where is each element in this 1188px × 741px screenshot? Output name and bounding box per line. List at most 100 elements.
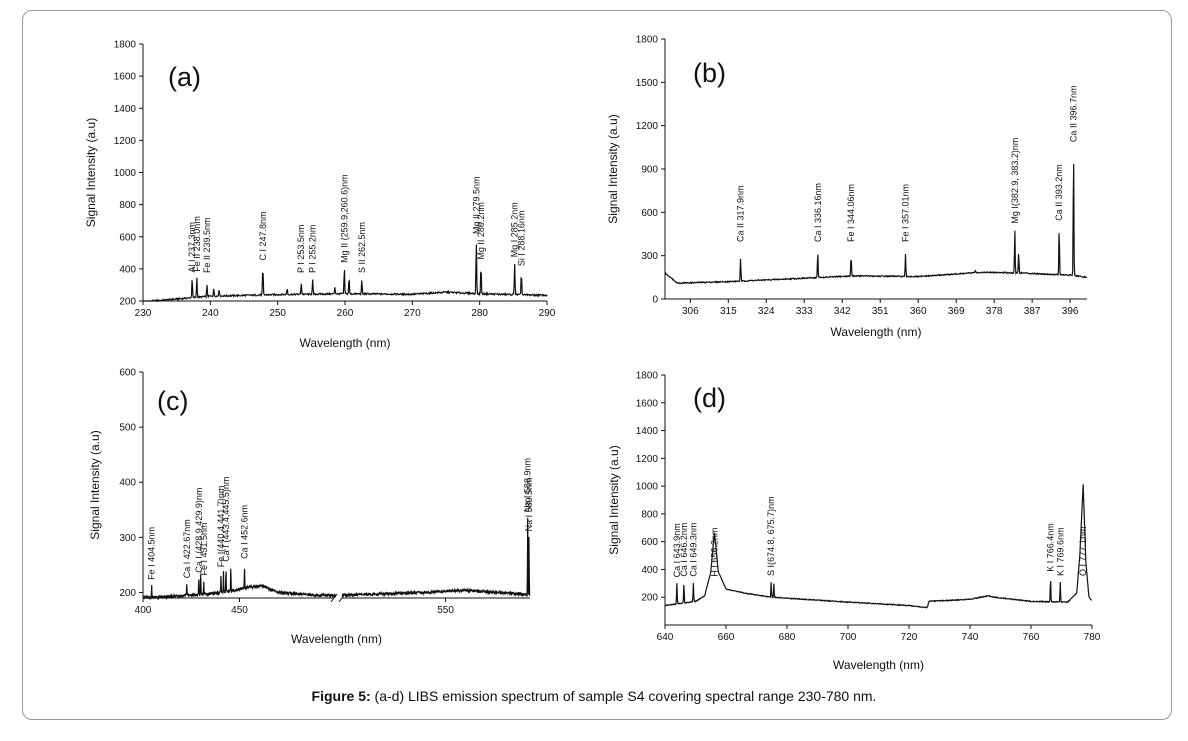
y-tick-label: 1600 <box>114 72 137 83</box>
x-tick-label: 250 <box>269 308 286 319</box>
y-tick-label: 0 <box>652 295 658 306</box>
peak-annotation: Fe II 238.0nm <box>192 216 202 272</box>
x-tick-label: 780 <box>1084 632 1101 643</box>
peak-annotation: Si I 288.16nm <box>516 211 526 267</box>
peak-annotation: Na I 589.5nm <box>524 477 534 531</box>
x-tick-label: 387 <box>1024 306 1041 317</box>
peak-annotation: Ca II 396.7nm <box>1068 86 1078 143</box>
y-tick-label: 1000 <box>114 168 137 179</box>
y-tick-label: 600 <box>119 368 136 379</box>
x-tick-label: 270 <box>404 308 421 319</box>
y-tick-label: 600 <box>641 537 658 548</box>
peak-annotation: Fe I(440.4,441.7)nm <box>216 486 226 568</box>
peak-annotation: Mg II (259.9,260.6)nm <box>339 174 349 263</box>
y-tick-label: 900 <box>641 165 658 176</box>
peak-annotation: Ca II 393.2nm <box>1054 164 1064 221</box>
y-tick-label: 800 <box>119 200 136 211</box>
peak-annotation: Ca I 422.67nm <box>182 519 192 578</box>
x-axis-label: Wavelength (nm) <box>300 336 391 350</box>
peak-annotation: Ca I 649.3nm <box>688 523 698 577</box>
chart-panel-a: 200 400 600 800 1000 1200 1400 1600 1800 230 240 25… <box>84 40 556 351</box>
y-tick-label: 600 <box>119 232 136 243</box>
y-tick-label: 1200 <box>636 121 659 132</box>
peak-annotation: P I 253.5nm <box>296 225 306 273</box>
x-tick-label: 290 <box>539 308 556 319</box>
peak-annotation: Ca I (443.4,445.5)nm <box>221 477 231 562</box>
x-tick-label: 351 <box>872 306 889 317</box>
y-tick-label: 300 <box>641 251 658 262</box>
x-tick-label: 360 <box>910 306 927 317</box>
x-tick-label: 396 <box>1062 306 1079 317</box>
peak-annotation: Mg II 280.2nm <box>476 202 486 260</box>
x-tick-label: 720 <box>901 632 918 643</box>
y-axis-label: Signal Intensity (a.u) <box>606 114 620 223</box>
y-tick-label: 200 <box>119 297 136 308</box>
peak-annotation: Ca I 452.6nm <box>240 505 250 559</box>
x-axis-label: Wavelength (nm) <box>291 632 382 646</box>
spectrum-line <box>143 244 548 303</box>
peak-annotation: Ca II 317.9nm <box>736 185 746 242</box>
axis-break-mark <box>330 593 338 603</box>
x-tick-label: 760 <box>1023 632 1040 643</box>
y-tick-label: 400 <box>119 264 136 275</box>
y-tick-label: 1200 <box>636 454 659 465</box>
x-tick-label: 240 <box>202 308 219 319</box>
peak-annotation: P I 255.2nm <box>308 225 318 273</box>
y-axis-label: Signal Intensity (a.u) <box>607 445 621 554</box>
x-tick-label: 640 <box>657 632 674 643</box>
peak-annotation: Fe I 357.01nm <box>901 184 911 242</box>
peak-annotation: Ca I 336.16nm <box>813 183 823 242</box>
peak-annotation: Ca I 646.2nm <box>679 523 689 577</box>
peak-annotation: H I 656.2nm <box>709 528 719 577</box>
x-axis-label: Wavelength (nm) <box>831 325 922 339</box>
peak-annotation: Al I 237.3nm <box>187 222 197 273</box>
peak-annotation: Fe I 344.06nm <box>846 184 856 242</box>
peak-annotation: Na I 588.9nm <box>523 458 533 512</box>
peak-annotation: O I 777.1nm <box>1078 526 1088 576</box>
y-tick-label: 1600 <box>636 398 659 409</box>
peak-annotation: Fe I 404.5nm <box>147 527 157 580</box>
y-tick-label: 1800 <box>114 40 137 51</box>
peak-annotation: C I 247.8nm <box>258 211 268 260</box>
chart-panel-c: 200 300 400 500 600 400 450 550 Wavelength (nm) S… <box>88 368 534 647</box>
spectrum-line <box>142 568 337 601</box>
x-tick-label: 315 <box>720 306 737 317</box>
peak-annotation: Ca I (428.9,429.9)nm <box>194 488 204 573</box>
y-tick-label: 500 <box>119 423 136 434</box>
y-tick-label: 400 <box>119 478 136 489</box>
peak-annotation: K I 766.4nm <box>1046 523 1056 572</box>
spectrum-line <box>664 484 1093 609</box>
y-tick-label: 1800 <box>636 35 659 46</box>
spectrum-line <box>664 163 1088 285</box>
y-tick-label: 1400 <box>636 426 659 437</box>
x-tick-label: 324 <box>758 306 775 317</box>
peak-annotation: Ca I 643.9nm <box>672 523 682 577</box>
figure-caption: Figure 5: (a-d) LIBS emission spectrum o… <box>0 688 1188 704</box>
x-tick-label: 306 <box>682 306 699 317</box>
x-tick-label: 740 <box>962 632 979 643</box>
y-tick-label: 1400 <box>114 104 137 115</box>
x-tick-label: 280 <box>471 308 488 319</box>
y-tick-label: 600 <box>641 208 658 219</box>
y-tick-label: 200 <box>641 593 658 604</box>
y-tick-label: 300 <box>119 533 136 544</box>
chart-panel-b: 0 300 600 900 1200 1500 1800 306 315 324 333 342 351… <box>606 35 1088 339</box>
x-tick-label: 700 <box>840 632 857 643</box>
caption-text: (a-d) LIBS emission spectrum of sample S… <box>370 688 877 704</box>
peak-annotation: K I 769.6nm <box>1055 527 1065 576</box>
y-axis-label: Signal Intensity (a.u) <box>84 118 98 227</box>
y-axis-label: Signal Intensity (a.u) <box>88 430 102 539</box>
x-tick-label: 550 <box>437 605 454 616</box>
y-tick-label: 1500 <box>636 78 659 89</box>
x-tick-label: 342 <box>834 306 851 317</box>
peak-annotation: Fe II 239.5nm <box>202 217 212 273</box>
peak-annotation: Mg I 285.2nm <box>510 202 520 257</box>
panel-label-a: (a) <box>168 62 201 92</box>
panel-label-c: (c) <box>157 386 188 416</box>
panel-label-b: (b) <box>693 58 726 88</box>
peak-annotation: Mg II 279.5nm <box>471 176 481 234</box>
x-tick-label: 680 <box>779 632 796 643</box>
caption-label: Figure 5: <box>311 688 371 704</box>
peak-annotation: S II 262.5nm <box>357 222 367 273</box>
x-tick-label: 378 <box>986 306 1003 317</box>
